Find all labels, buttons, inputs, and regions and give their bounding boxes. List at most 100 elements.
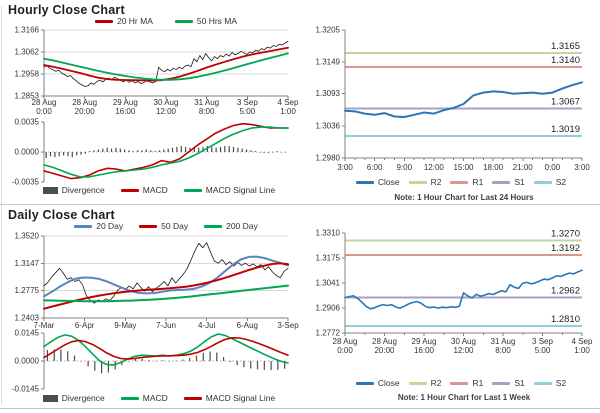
level-label-r2: 1.3165 [551, 41, 580, 52]
divergence-bar [158, 150, 161, 152]
divergence-bar [49, 152, 52, 157]
x-tick-label: 4-Jul [198, 321, 216, 330]
divergence-bar [171, 147, 174, 152]
divergence-bar [180, 146, 182, 152]
legend-label-r1: R1 [472, 378, 484, 388]
legend-label-20-hr-ma: 20 Hr MA [116, 16, 153, 26]
legend-item-macd: MACD [120, 185, 168, 195]
y-tick-label: 1.2853 [15, 92, 40, 101]
y-tick-label: 1.3310 [316, 229, 341, 238]
x-tick-label: 3 Sep [237, 98, 258, 107]
divergence-bar [106, 147, 108, 152]
legend-item-close: Close [355, 378, 400, 388]
divergence-bar [229, 361, 231, 362]
divergence-bar [267, 152, 269, 153]
legend-swatch-r2 [408, 180, 427, 184]
daily-price-legend: 20 Day 50 Day 200 Day [44, 221, 288, 231]
legend-item-s2: S2 [533, 378, 566, 388]
legend-label-macd: MACD [142, 393, 168, 403]
y-tick-label: 0.0035 [15, 118, 40, 127]
legend-swatch-divergence [42, 394, 58, 402]
hourly-price-legend: 20 Hr MA 50 Hrs MA [44, 16, 288, 26]
legend-item-macd-signal-line: MACD Signal Line [183, 393, 275, 403]
y-tick-label: 1.3093 [316, 89, 341, 98]
x-tick-label: 31 Aug [194, 98, 219, 107]
divergence-bar [101, 361, 103, 374]
legend-label-s2: S2 [555, 177, 567, 187]
legend-label-r2: R2 [430, 378, 442, 388]
y-tick-label: 1.3062 [15, 47, 40, 56]
x-tick-label: 6:00 [367, 163, 383, 172]
x-tick-label: 18:00 [483, 163, 504, 172]
divergence-bar [73, 355, 76, 361]
divergence-bar [80, 152, 82, 155]
divergence-bar [167, 148, 169, 152]
legend-item-close: Close [355, 177, 400, 187]
legend-swatch-20-day [74, 224, 93, 228]
divergence-bar [93, 150, 95, 152]
divergence-bar [256, 361, 259, 370]
x-tick-label: 29 Aug [412, 337, 437, 346]
divergence-bar [137, 150, 139, 152]
y-tick-label: 1.3166 [15, 26, 40, 35]
series-50-hrs-ma [43, 52, 289, 81]
x-tick-label: 30 Aug [154, 98, 179, 107]
series-20-day [43, 255, 289, 298]
divergence-bar [189, 358, 191, 361]
x-tick-label: 30 Aug [451, 337, 476, 346]
x-tick-label: 0:00 [36, 107, 52, 116]
divergence-bar [185, 146, 187, 152]
divergence-bar [119, 148, 121, 152]
legend-swatch-macd-signal-line [183, 396, 202, 400]
divergence-bar [202, 146, 204, 152]
x-tick-label: 12:00 [156, 107, 177, 116]
series-close [344, 269, 583, 310]
x-tick-label: 0:00 [545, 163, 561, 172]
x-tick-label: 3:00 [337, 163, 353, 172]
legend-item-divergence: Divergence [42, 185, 105, 195]
legend-swatch-macd [120, 396, 139, 400]
divergence-bar [128, 361, 130, 362]
sr-1w-legend: Close R2 R1 S1 S2 [333, 378, 589, 388]
legend-swatch-s1 [492, 381, 511, 385]
legend-swatch-macd [120, 188, 139, 192]
legend-item-50-day: 50 Day [139, 221, 188, 231]
legend-item-r1: R1 [450, 378, 483, 388]
divergence-bar [102, 148, 104, 152]
divergence-bar [285, 152, 287, 153]
y-tick-label: -0.0035 [12, 178, 40, 187]
legend-swatch-200-day [204, 224, 223, 228]
legend-label-r2: R2 [430, 177, 442, 187]
legend-label-close: Close [377, 177, 400, 187]
legend-swatch-50-hrs-ma [174, 19, 193, 23]
x-tick-label: 5:00 [240, 107, 256, 116]
series-macd-signal-line [43, 126, 289, 178]
divergence-bar [53, 349, 55, 361]
legend-swatch-s2 [533, 381, 552, 385]
y-tick-label: 1.2775 [15, 286, 40, 295]
divergence-bar [162, 360, 164, 361]
divergence-bar [150, 150, 152, 152]
level-label-r2: 1.3270 [551, 228, 580, 239]
level-label-s1: 1.3067 [551, 97, 580, 108]
divergence-bar [209, 351, 211, 361]
x-tick-label: 3-Sep [277, 321, 299, 330]
x-tick-label: 20:00 [75, 107, 96, 116]
x-tick-label: 28 Aug [372, 337, 397, 346]
divergence-bar [134, 358, 137, 361]
x-tick-label: 3:00 [574, 163, 590, 172]
divergence-bar [87, 361, 89, 367]
x-tick-label: 7-Mar [34, 321, 55, 330]
note-1w: Note: 1 Hour Chart for Last 1 Week [397, 393, 531, 402]
x-tick-label: 28 Aug [72, 98, 97, 107]
x-tick-label: 7-Jun [156, 321, 176, 330]
hourly-section-title: Hourly Close Chart [8, 3, 125, 17]
x-tick-label: 8:00 [495, 346, 511, 355]
x-tick-label: 21:00 [513, 163, 534, 172]
divergence-bar [67, 152, 69, 157]
legend-swatch-r1 [450, 381, 469, 385]
divergence-bar [154, 151, 156, 152]
divergence-bar [232, 146, 235, 152]
divergence-bar [176, 146, 178, 152]
divergence-bar [189, 147, 191, 152]
